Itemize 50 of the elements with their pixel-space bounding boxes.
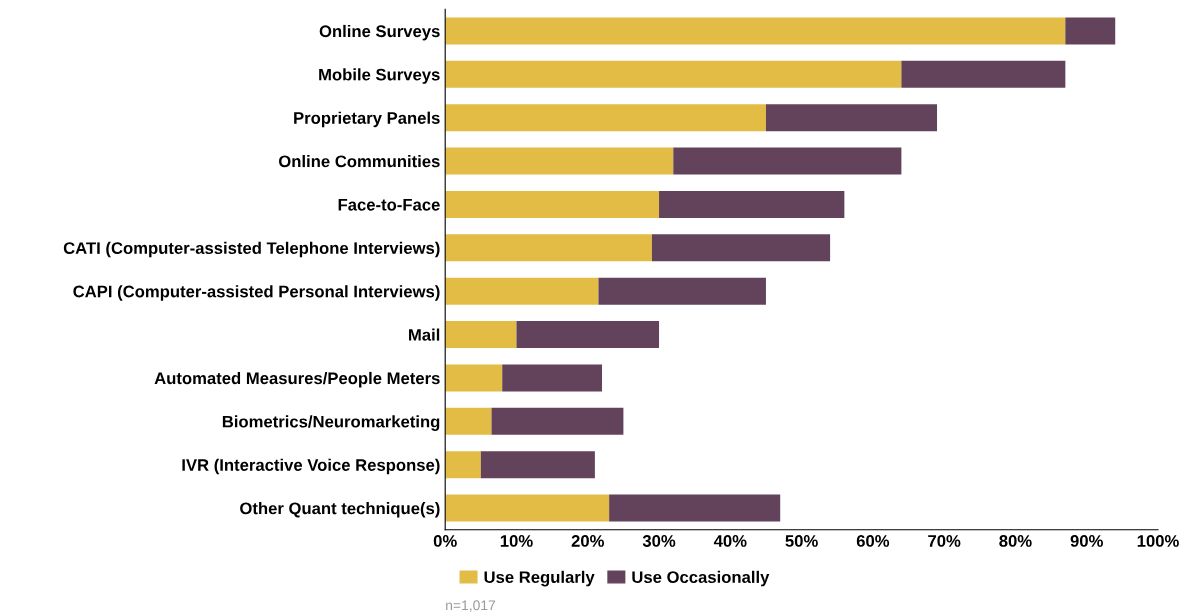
y-tick-label: Proprietary Panels [294,111,440,128]
x-tick-label: 30% [642,535,676,547]
y-tick-label: Online Communities [278,155,440,168]
bar [659,190,845,218]
bar [445,407,492,435]
bar [516,321,660,349]
y-tick-label: Mobile Surveys [319,68,440,84]
y-tick-label: IVR (Interactive Voice Response) [182,458,440,475]
bar [445,17,1066,45]
y-tick-label: Online Surveys [319,24,440,41]
x-tick-label: 90% [1070,535,1103,547]
x-tick-label: 60% [856,535,890,547]
x-tick-label: 70% [928,535,961,547]
bar [445,234,652,262]
y-tick-label: Mail [409,328,440,341]
x-tick-label: 80% [999,535,1032,547]
bar [445,104,766,132]
bar [502,364,603,392]
bar [445,190,660,218]
x-tick-label: 100% [1137,535,1179,547]
x-tick-label: 0% [433,535,457,547]
bar [901,60,1066,88]
y-tick-label: Automated Measures/People Meters [154,371,440,388]
x-tick-label: 40% [713,535,747,547]
bar [765,104,938,132]
legend-label: Use Occasionally [632,570,770,587]
legend-label: Use Regularly [484,570,595,587]
y-tick-label: Face-to-Face [338,199,440,211]
bar [445,60,902,88]
bar [445,321,517,349]
text: n=1,017 [446,600,496,612]
bar [445,277,599,305]
y-tick-label: Other Quant technique(s) [240,502,440,518]
bar [445,147,674,175]
bar [491,407,624,435]
y-tick-label: CATI (Computer-assisted Telephone Interviews) [63,241,440,258]
bar [445,451,481,479]
y-tick-label: CAPI (Computer-assisted Personal Interviews) [73,285,440,301]
bar [673,147,902,175]
bar [651,234,831,262]
x-tick-label: 50% [785,535,818,547]
bar [445,364,503,392]
bar [598,277,766,305]
bar [445,494,610,522]
bar [609,494,781,522]
bar [1065,17,1116,45]
bar [480,451,595,479]
x-tick-label: 10% [500,535,533,547]
x-tick-label: 20% [571,535,604,547]
y-tick-label: Biometrics/Neuromarketing [222,415,440,431]
